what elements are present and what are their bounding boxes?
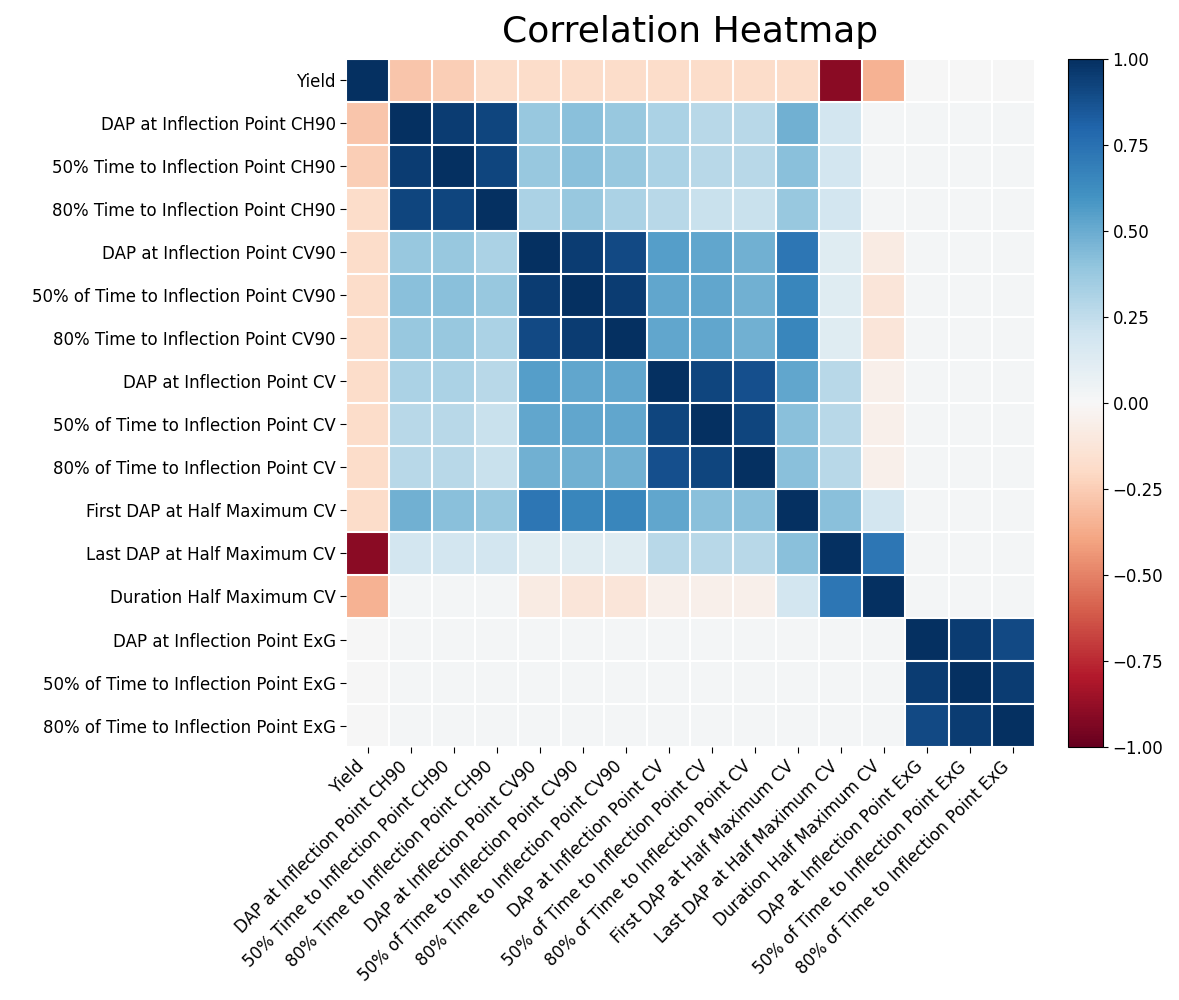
Title: Correlation Heatmap: Correlation Heatmap [502,15,878,49]
